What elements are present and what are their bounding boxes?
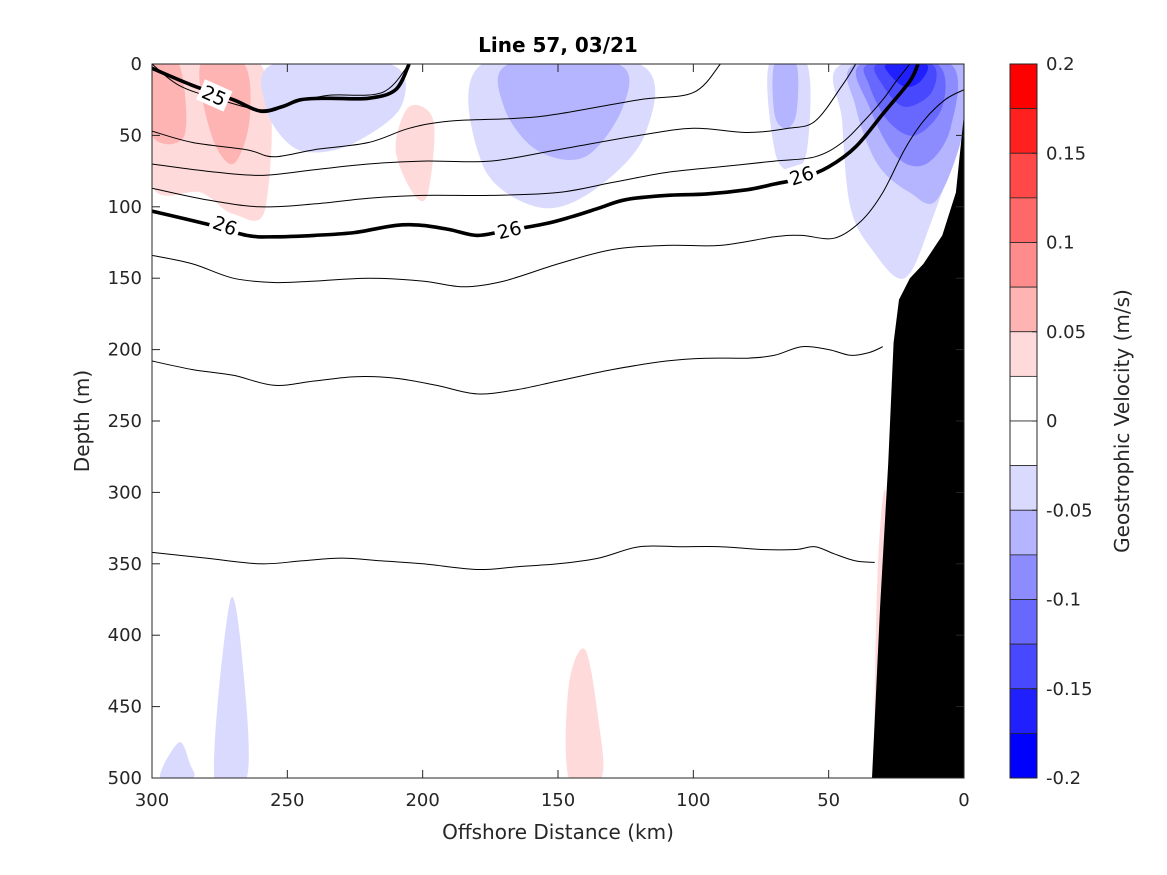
bathymetry-layer xyxy=(872,114,964,778)
colorbar-swatch-4 xyxy=(1009,242,1038,288)
velocity-fill-layer xyxy=(152,64,964,778)
chart-title: Line 57, 03/21 xyxy=(478,33,638,57)
y-tick-label: 350 xyxy=(108,554,142,575)
y-tick-label: 100 xyxy=(108,197,142,218)
density-contour-8 xyxy=(152,545,875,571)
y-tick-label: 50 xyxy=(119,125,142,146)
colorbar-swatch-3 xyxy=(1009,197,1038,243)
density-contour-4 xyxy=(152,64,911,208)
colorbar-tick-label: 0.2 xyxy=(1046,54,1075,75)
y-tick-label: 450 xyxy=(108,697,142,718)
y-axis-ticks: 0 50 100 150 200 250 300 350 400 450 500 xyxy=(108,54,964,789)
colorbar-swatch-10 xyxy=(1009,509,1038,556)
velocity-region-17 xyxy=(565,648,604,778)
colorbar-swatch-12 xyxy=(1009,599,1038,645)
x-tick-label: 300 xyxy=(135,790,169,811)
colorbar-swatch-14 xyxy=(1009,688,1038,734)
colorbar-tick-label: 0.05 xyxy=(1046,322,1086,343)
density-contour-2 xyxy=(152,64,721,158)
colorbar-tick-label: -0.1 xyxy=(1046,590,1081,611)
colorbar-swatch-6 xyxy=(1009,331,1038,377)
colorbar-label: Geostrophic Velocity (m/s) xyxy=(1110,289,1134,553)
colorbar-swatch-0 xyxy=(1009,63,1038,110)
velocity-region-15 xyxy=(160,742,195,778)
velocity-region-8 xyxy=(772,64,799,129)
seafloor xyxy=(872,114,964,778)
colorbar-tick-label: 0.1 xyxy=(1046,233,1075,254)
velocity-region-16 xyxy=(213,596,249,778)
density-contour-layer xyxy=(152,64,964,571)
y-tick-label: 200 xyxy=(108,340,142,361)
colorbar-tick-label: -0.05 xyxy=(1046,500,1093,521)
colorbar-tick-label: 0.15 xyxy=(1046,143,1086,164)
x-tick-label: 0 xyxy=(958,790,969,811)
contour-label-bg-1 xyxy=(207,209,243,241)
y-axis-label: Depth (m) xyxy=(70,370,94,472)
colorbar-swatch-8 xyxy=(1009,420,1038,467)
colorbar-tick-label: -0.2 xyxy=(1046,768,1081,789)
y-tick-label: 300 xyxy=(108,482,142,503)
colorbar-swatch-9 xyxy=(1009,465,1038,511)
colorbar-swatch-13 xyxy=(1009,643,1038,690)
x-tick-label: 150 xyxy=(541,790,575,811)
y-tick-label: 250 xyxy=(108,411,142,432)
x-axis-label: Offshore Distance (km) xyxy=(442,820,674,844)
colorbar-swatch-11 xyxy=(1009,554,1038,600)
y-tick-label: 150 xyxy=(108,268,142,289)
density-contour-3 xyxy=(152,64,857,176)
x-axis-ticks: 300 250 200 150 100 50 0 xyxy=(135,64,970,811)
contour-label-bg-2 xyxy=(492,215,527,244)
x-tick-label: 100 xyxy=(676,790,710,811)
density-contour-6 xyxy=(152,89,964,288)
velocity-region-6 xyxy=(497,64,630,160)
colorbar-swatch-15 xyxy=(1009,732,1038,779)
density-contour-5 xyxy=(152,64,920,239)
colorbar-swatch-7 xyxy=(1009,375,1038,422)
density-contour-7 xyxy=(152,346,884,395)
colorbar-swatch-2 xyxy=(1009,152,1038,199)
x-tick-label: 250 xyxy=(270,790,304,811)
colorbar-tick-label: 0 xyxy=(1046,411,1057,432)
y-tick-label: 500 xyxy=(108,768,142,789)
x-tick-label: 50 xyxy=(817,790,840,811)
y-tick-label: 0 xyxy=(131,54,142,75)
colorbar-swatch-5 xyxy=(1009,286,1038,333)
y-tick-label: 400 xyxy=(108,625,142,646)
colorbar: 0.2 0.15 0.1 0.05 0 -0.05 -0.1 -0.15 -0.2 xyxy=(1009,54,1093,789)
colorbar-tick-label: -0.15 xyxy=(1046,679,1093,700)
velocity-region-4 xyxy=(261,64,406,153)
contour-label-bg-0 xyxy=(196,79,233,112)
x-tick-label: 200 xyxy=(405,790,439,811)
contour-label-bg-3 xyxy=(783,160,820,191)
colorbar-swatch-1 xyxy=(1009,108,1038,154)
